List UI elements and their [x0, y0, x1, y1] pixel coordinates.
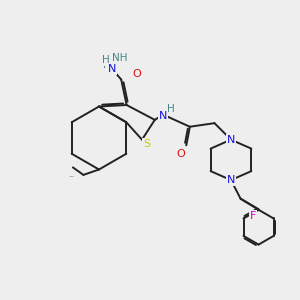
Text: N: N [159, 111, 167, 121]
Text: O: O [176, 149, 185, 159]
Text: NH: NH [112, 53, 128, 63]
Text: H: H [167, 104, 174, 114]
Text: H: H [102, 55, 110, 65]
Text: N: N [227, 135, 235, 145]
Text: H: H [103, 60, 111, 70]
Text: N: N [108, 64, 116, 74]
Text: O: O [132, 69, 141, 79]
Text: methyl: methyl [70, 176, 74, 177]
Text: F: F [250, 211, 256, 221]
Text: S: S [143, 139, 150, 149]
Text: N: N [227, 175, 235, 185]
